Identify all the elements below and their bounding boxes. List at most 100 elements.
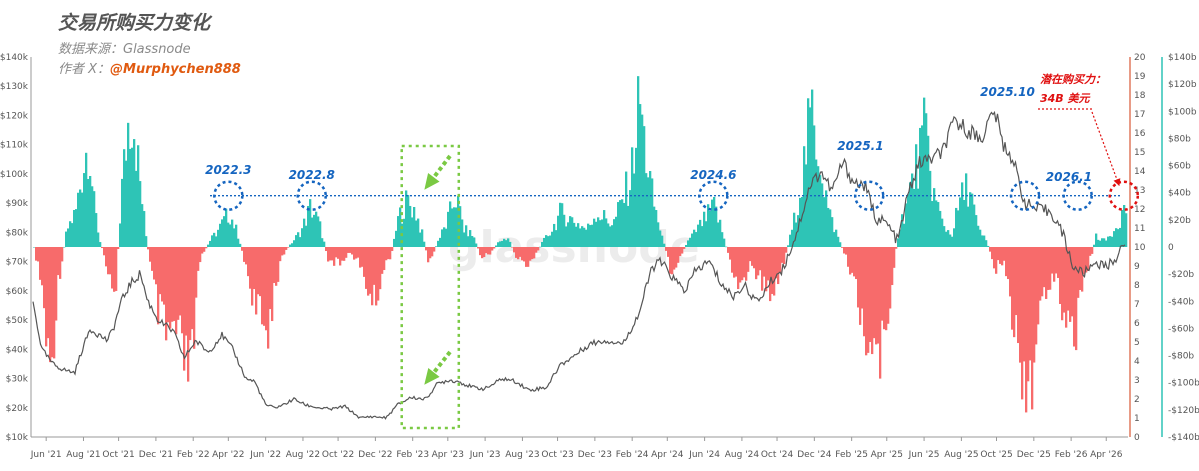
buying-power-bar (1059, 247, 1062, 304)
x-tick-label: Aug '22 (286, 450, 320, 460)
buying-power-bar (977, 225, 980, 247)
buying-power-bar (567, 222, 570, 247)
buying-power-bar (833, 232, 836, 247)
buying-power-bar (277, 247, 280, 282)
buying-power-bar (611, 225, 614, 247)
buying-power-bar (585, 229, 588, 247)
buying-power-bar (377, 247, 380, 301)
buying-power-bar (657, 222, 660, 247)
buying-power-bar (311, 217, 314, 247)
buying-power-bar (83, 173, 86, 247)
buying-power-bar (1121, 209, 1124, 247)
buying-power-bar (347, 247, 350, 253)
buying-power-bar (513, 247, 516, 253)
y-right2-tick-label: $80b (1168, 134, 1191, 144)
buying-power-bar (727, 247, 730, 253)
buying-power-bar (169, 247, 172, 329)
buying-power-bar (1051, 247, 1054, 274)
buying-power-bar (77, 192, 80, 247)
buying-power-bar (213, 232, 216, 247)
buying-power-bar (135, 170, 138, 247)
buying-power-bar (313, 214, 316, 247)
annotation-date-label: 2022.3 (205, 163, 251, 177)
buying-power-bar (65, 231, 68, 247)
buying-power-bar (679, 247, 682, 257)
buying-power-bar (809, 107, 812, 248)
y-left-tick-label: $90k (6, 199, 29, 209)
buying-power-bar (1071, 247, 1074, 317)
buying-power-bar (959, 197, 962, 247)
y-right-tick-label: 9 (1134, 262, 1140, 272)
buying-power-bar (47, 247, 50, 339)
buying-power-bar (935, 200, 938, 247)
buying-power-bar (779, 247, 782, 273)
buying-power-bar (517, 247, 520, 260)
buying-power-bar (655, 210, 658, 247)
buying-power-bar (573, 222, 576, 247)
buying-power-bar (501, 240, 504, 247)
buying-power-bar (415, 220, 418, 247)
buying-power-bar (945, 231, 948, 247)
buying-power-bar (245, 247, 248, 265)
buying-power-bar (1049, 247, 1052, 290)
buying-power-bar (475, 243, 478, 247)
buying-power-bar (1117, 229, 1120, 247)
buying-power-bar (167, 247, 170, 323)
x-tick-label: Feb '25 (835, 450, 868, 460)
buying-power-bar (183, 247, 186, 371)
buying-power-bar (1015, 247, 1018, 316)
buying-power-bar (879, 247, 882, 379)
buying-power-bar (883, 247, 886, 330)
buying-power-bar (299, 237, 302, 247)
buying-power-bar (689, 237, 692, 247)
buying-power-bar (807, 98, 810, 247)
buying-power-bar (333, 247, 336, 266)
buying-power-bar (575, 226, 578, 247)
buying-power-bar (383, 247, 386, 271)
buying-power-bar (525, 247, 528, 267)
buying-power-bar (1011, 247, 1014, 330)
buying-power-bar (535, 247, 538, 253)
buying-power-bar (599, 220, 602, 247)
buying-power-bar (177, 247, 180, 320)
buying-power-bar (967, 206, 970, 247)
buying-power-bar (1023, 247, 1026, 362)
x-tick-label: Feb '22 (177, 450, 210, 460)
buying-power-bar (713, 196, 716, 247)
buying-power-bar (719, 219, 722, 247)
buying-power-bar (49, 247, 52, 363)
author-handle[interactable]: @Murphychen888 (110, 62, 241, 77)
buying-power-bar (295, 235, 298, 247)
buying-power-bar (165, 247, 168, 341)
buying-power-bar (1097, 239, 1100, 247)
buying-power-bar (287, 247, 290, 248)
buying-power-bar (307, 205, 310, 247)
buying-power-bar (893, 247, 896, 268)
buying-power-bar (537, 247, 540, 251)
buying-power-bar (647, 177, 650, 247)
buying-power-bar (409, 205, 412, 247)
buying-power-bar (1107, 236, 1110, 247)
buying-power-bar (495, 245, 498, 247)
buying-power-bar (399, 207, 402, 247)
y-left-tick-label: $70k (6, 258, 29, 268)
buying-power-bar (419, 232, 422, 247)
buying-power-bar (447, 211, 450, 247)
buying-power-bar (619, 200, 622, 247)
buying-power-bar (827, 207, 830, 247)
buying-power-bar (685, 244, 688, 247)
y-right-tick-label: 18 (1134, 91, 1146, 101)
buying-power-bar (563, 214, 566, 247)
buying-power-bar (151, 247, 154, 271)
buying-power-bar (471, 236, 474, 247)
data-source: 数据来源：Glassnode (58, 42, 191, 57)
buying-power-bar (317, 216, 320, 247)
buying-power-bar (41, 247, 44, 286)
buying-power-bar (445, 228, 448, 247)
y-left-tick-label: $120k (0, 111, 29, 121)
buying-power-bar (747, 247, 750, 272)
buying-power-bar (921, 125, 924, 247)
buying-power-bar (443, 227, 446, 247)
buying-power-bar (59, 247, 62, 279)
buying-power-bar (215, 236, 218, 247)
